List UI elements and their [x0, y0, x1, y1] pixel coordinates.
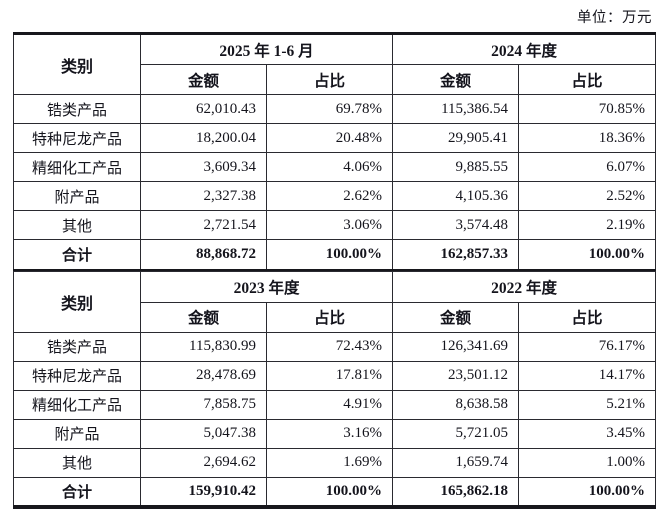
- table-row-byproduct: 附产品 2,327.38 2.62% 4,105.36 2.52%: [13, 181, 657, 211]
- table-row-byproduct: 附产品 5,047.38 3.16% 5,721.05 3.45%: [13, 418, 657, 449]
- ratio-cell: 4.06%: [265, 152, 394, 182]
- ratio-cell: 70.85%: [518, 94, 657, 124]
- amount-cell: 159,910.42: [140, 476, 267, 508]
- unit-label: 单位：万元: [577, 10, 652, 26]
- amount-cell: 88,868.72: [140, 239, 267, 270]
- revenue-table-2025h1-2024: 类别 2025 年 1-6 月 2024 年度 金额 占比 金额 占比 锆类产品…: [13, 32, 657, 271]
- category-cell: 其他: [13, 447, 141, 478]
- table-row-other: 其他 2,721.54 3.06% 3,574.48 2.19%: [13, 210, 657, 240]
- amount-cell: 115,830.99: [140, 331, 267, 362]
- subheader-row: 金额 占比 金额 占比: [14, 64, 657, 95]
- ratio-cell: 100.00%: [265, 476, 394, 508]
- amount-cell: 8,638.58: [392, 389, 520, 420]
- amount-column-header: 金额: [392, 301, 520, 333]
- ratio-cell: 20.48%: [265, 123, 394, 153]
- amount-cell: 126,341.69: [392, 331, 520, 362]
- category-cell: 附产品: [13, 418, 141, 449]
- ratio-cell: 5.21%: [518, 389, 657, 420]
- amount-cell: 4,105.36: [392, 181, 520, 211]
- ratio-column-header: 占比: [265, 301, 394, 333]
- period-header-2025h1: 2025 年 1-6 月: [139, 33, 394, 65]
- total-label-cell: 合计: [13, 476, 141, 508]
- ratio-cell: 3.45%: [518, 418, 657, 449]
- ratio-cell: 69.78%: [265, 94, 394, 124]
- amount-cell: 165,862.18: [392, 476, 520, 508]
- table-row-zirconium: 锆类产品 62,010.43 69.78% 115,386.54 70.85%: [13, 94, 657, 124]
- amount-cell: 3,574.48: [392, 210, 520, 240]
- ratio-cell: 1.69%: [265, 447, 394, 478]
- amount-cell: 5,721.05: [392, 418, 520, 449]
- total-row: 合计 159,910.42 100.00% 165,862.18 100.00%: [13, 476, 657, 508]
- category-column-header: 类别: [13, 33, 141, 95]
- category-cell: 精细化工产品: [13, 152, 141, 182]
- table-row-nylon: 特种尼龙产品 18,200.04 20.48% 29,905.41 18.36%: [13, 123, 657, 153]
- ratio-cell: 2.62%: [265, 181, 394, 211]
- amount-cell: 5,047.38: [140, 418, 267, 449]
- total-label-cell: 合计: [13, 239, 141, 270]
- amount-cell: 2,694.62: [140, 447, 267, 478]
- table-row-fine-chemical: 精细化工产品 7,858.75 4.91% 8,638.58 5.21%: [13, 389, 657, 420]
- ratio-cell: 17.81%: [265, 360, 394, 391]
- amount-column-header: 金额: [140, 301, 267, 333]
- ratio-column-header: 占比: [265, 64, 394, 95]
- amount-column-header: 金额: [392, 64, 520, 95]
- amount-cell: 3,609.34: [140, 152, 267, 182]
- table-row-other: 其他 2,694.62 1.69% 1,659.74 1.00%: [13, 447, 657, 478]
- category-cell: 锆类产品: [13, 94, 141, 124]
- ratio-cell: 3.16%: [265, 418, 394, 449]
- period-header-2023: 2023 年度: [139, 270, 394, 303]
- ratio-column-header: 占比: [518, 301, 657, 333]
- amount-cell: 29,905.41: [392, 123, 520, 153]
- amount-cell: 115,386.54: [392, 94, 520, 124]
- ratio-cell: 1.00%: [518, 447, 657, 478]
- category-column-header: 类别: [13, 270, 141, 333]
- amount-cell: 28,478.69: [140, 360, 267, 391]
- ratio-column-header: 占比: [518, 64, 657, 95]
- ratio-cell: 2.52%: [518, 181, 657, 211]
- amount-cell: 2,327.38: [140, 181, 267, 211]
- category-cell: 特种尼龙产品: [13, 360, 141, 391]
- subheader-row: 金额 占比 金额 占比: [14, 301, 657, 333]
- ratio-cell: 100.00%: [265, 239, 394, 270]
- table-row-zirconium: 锆类产品 115,830.99 72.43% 126,341.69 76.17%: [13, 331, 657, 362]
- period-header-row: 类别 2023 年度 2022 年度: [13, 270, 657, 333]
- period-header-2024: 2024 年度: [392, 33, 657, 65]
- ratio-cell: 6.07%: [518, 152, 657, 182]
- ratio-cell: 72.43%: [265, 331, 394, 362]
- ratio-cell: 14.17%: [518, 360, 657, 391]
- amount-column-header: 金额: [140, 64, 267, 95]
- table-row-fine-chemical: 精细化工产品 3,609.34 4.06% 9,885.55 6.07%: [13, 152, 657, 182]
- ratio-cell: 2.19%: [518, 210, 657, 240]
- revenue-table-2023-2022: 类别 2023 年度 2022 年度 金额 占比 金额 占比 锆类产品 115,…: [13, 270, 657, 509]
- category-cell: 其他: [13, 210, 141, 240]
- amount-cell: 2,721.54: [140, 210, 267, 240]
- ratio-cell: 100.00%: [518, 476, 657, 508]
- ratio-cell: 100.00%: [518, 239, 657, 270]
- ratio-cell: 18.36%: [518, 123, 657, 153]
- total-row: 合计 88,868.72 100.00% 162,857.33 100.00%: [13, 239, 657, 270]
- amount-cell: 1,659.74: [392, 447, 520, 478]
- category-cell: 特种尼龙产品: [13, 123, 141, 153]
- ratio-cell: 4.91%: [265, 389, 394, 420]
- category-cell: 附产品: [13, 181, 141, 211]
- category-cell: 锆类产品: [13, 331, 141, 362]
- period-header-row: 类别 2025 年 1-6 月 2024 年度: [13, 33, 657, 95]
- amount-cell: 162,857.33: [392, 239, 520, 270]
- amount-cell: 7,858.75: [140, 389, 267, 420]
- ratio-cell: 3.06%: [265, 210, 394, 240]
- amount-cell: 18,200.04: [140, 123, 267, 153]
- amount-cell: 23,501.12: [392, 360, 520, 391]
- period-header-2022: 2022 年度: [392, 270, 657, 303]
- amount-cell: 62,010.43: [140, 94, 267, 124]
- category-cell: 精细化工产品: [13, 389, 141, 420]
- amount-cell: 9,885.55: [392, 152, 520, 182]
- table-row-nylon: 特种尼龙产品 28,478.69 17.81% 23,501.12 14.17%: [13, 360, 657, 391]
- ratio-cell: 76.17%: [518, 331, 657, 362]
